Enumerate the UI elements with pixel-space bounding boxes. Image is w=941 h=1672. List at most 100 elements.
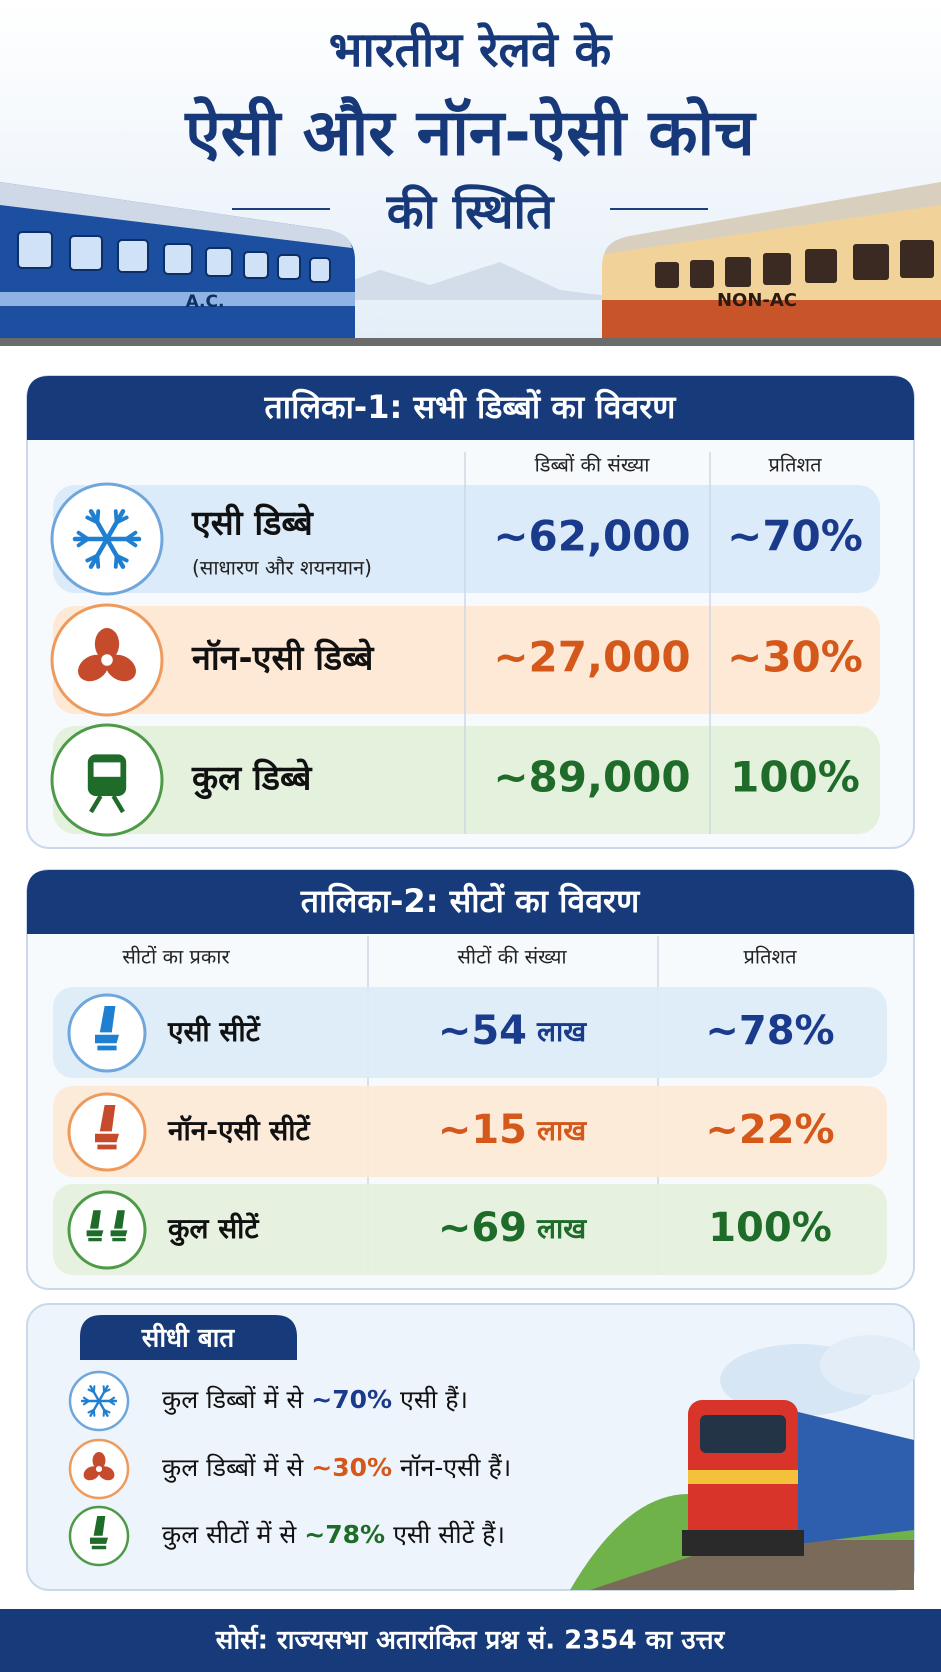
table-1: तालिका-1: सभी डिब्बों का विवरण डिब्बों की… <box>26 375 915 849</box>
icon-stroke <box>95 553 101 569</box>
summary-item: कुल सीटों में से ~78% एसी सीटें हैं। <box>68 1505 505 1567</box>
column-header: सीटों की संख्या <box>457 945 567 969</box>
text-suffix: एसी सीटें हैं। <box>393 1520 505 1549</box>
icon-hub <box>101 654 113 666</box>
rail-track <box>0 338 941 346</box>
text-prefix: कुल डिब्बों में से <box>162 1385 304 1415</box>
column-header: डिब्बों की संख्या <box>535 453 651 477</box>
footer-source: सोर्स: राज्यसभा अतारांकित प्रश्न सं. 235… <box>215 1625 726 1656</box>
text-prefix: कुल डिब्बों में से <box>162 1453 304 1483</box>
left-train <box>0 182 355 340</box>
title-line: की स्थिति <box>386 184 555 240</box>
icon-seat <box>95 1105 119 1150</box>
row-bg <box>53 726 880 834</box>
row-percent: ~22% <box>705 1107 834 1153</box>
count-number: ~54 <box>438 1008 527 1054</box>
text-highlight: ~78% <box>304 1520 385 1549</box>
count-unit: लाख <box>536 1015 587 1048</box>
icon-seat <box>110 1210 128 1242</box>
icon-seat <box>86 1210 104 1242</box>
loco-window <box>700 1415 786 1453</box>
row-label: एसी डिब्बे <box>191 503 314 544</box>
row-percent: ~78% <box>705 1008 834 1054</box>
icon-blade <box>78 654 109 682</box>
icon-stroke <box>88 509 110 542</box>
table-row: कुल सीटें ~69 लाख 100% <box>53 1184 887 1275</box>
cloud <box>820 1335 920 1395</box>
icon-stroke <box>104 536 126 569</box>
row-count: ~54 लाख <box>438 1008 587 1054</box>
row-label: नॉन-एसी डिब्बे <box>191 638 375 679</box>
text-highlight: ~30% <box>311 1453 392 1482</box>
row-count: ~27,000 <box>493 633 690 682</box>
icon-stroke <box>89 1399 101 1417</box>
icon-stroke <box>103 1408 111 1414</box>
count-number: ~15 <box>438 1107 527 1153</box>
summary-item: कुल डिब्बों में से ~30% नॉन-एसी हैं। <box>68 1438 511 1500</box>
title-line: भारतीय रेलवे के <box>329 22 614 78</box>
icon-stroke <box>97 1385 109 1403</box>
summary-text: कुल डिब्बों में से ~30% नॉन-एसी हैं। <box>162 1453 511 1483</box>
table-header-bar <box>27 870 914 934</box>
icon-stroke <box>88 536 110 569</box>
text-suffix: एसी हैं। <box>400 1385 468 1414</box>
column-header: प्रतिशत <box>769 453 823 477</box>
table-header-bar <box>27 376 914 440</box>
icon-stroke <box>76 537 90 548</box>
icon-seat <box>95 1006 119 1051</box>
mountains <box>300 262 640 300</box>
summary-pill <box>80 1315 297 1360</box>
table-title: तालिका-2: सीटों का विवरण <box>300 882 641 920</box>
icon-stroke <box>85 515 100 525</box>
icon-stroke <box>97 1399 109 1417</box>
summary-text: कुल डिब्बों में से ~70% एसी हैं। <box>162 1385 468 1415</box>
row-icon <box>67 993 147 1073</box>
icon-stroke <box>89 1385 101 1403</box>
summary-text: कुल सीटों में से ~78% एसी सीटें हैं। <box>162 1520 505 1550</box>
row-bg <box>53 987 887 1078</box>
icon-stroke <box>108 1396 116 1403</box>
column-header: प्रतिशत <box>744 945 798 969</box>
table-row: कुल डिब्बे ~89,000 100% <box>50 723 880 837</box>
text-highlight: ~70% <box>311 1385 392 1414</box>
icon-blade <box>92 1452 106 1469</box>
table-title: तालिका-1: सभी डिब्बों का विवरण <box>264 388 678 426</box>
column-header: सीटों का प्रकार <box>122 945 230 969</box>
table-row: एसी डिब्बे (साधारण और शयनयान) ~62,000 ~70% <box>50 482 880 596</box>
row-percent: ~30% <box>727 633 863 682</box>
item-icon <box>68 1505 130 1567</box>
table-2: तालिका-2: सीटों का विवरण सीटों का प्रकार स… <box>26 869 915 1290</box>
track <box>590 1540 914 1590</box>
row-percent: ~70% <box>727 512 863 561</box>
icon-blade <box>94 628 120 660</box>
row-count: ~69 लाख <box>438 1205 587 1251</box>
icon-blade <box>83 1466 100 1481</box>
icon-seat <box>90 1516 108 1550</box>
count-unit: लाख <box>536 1114 587 1147</box>
title-line: ऐसी और नॉन-ऐसी कोच <box>184 96 757 171</box>
row-label: कुल सीटें <box>167 1212 259 1246</box>
row-bg <box>53 1086 887 1177</box>
loco-base <box>682 1530 804 1556</box>
row-percent: 100% <box>708 1205 832 1251</box>
row-bg <box>53 485 880 593</box>
row-bg <box>53 1184 887 1275</box>
summary: सीधी बातकुल डिब्बों में से ~70% एसी हैं।कु… <box>26 1303 920 1591</box>
row-label: कुल डिब्बे <box>191 758 313 800</box>
row-bg <box>53 606 880 714</box>
footer-bar <box>0 1609 941 1672</box>
row-count: ~89,000 <box>493 753 690 802</box>
row-icon <box>67 1092 147 1172</box>
count-number: ~69 <box>438 1205 527 1251</box>
train-label: NON-AC <box>717 290 797 311</box>
train-illustration <box>570 1335 920 1590</box>
row-label: एसी सीटें <box>167 1015 261 1048</box>
text-prefix: कुल सीटों में से <box>162 1520 297 1550</box>
right-train <box>602 182 941 340</box>
train-label: A.C. <box>186 292 225 312</box>
icon-stroke <box>113 509 119 525</box>
loco-side <box>790 1410 914 1545</box>
summary-title: सीधी बात <box>141 1323 236 1354</box>
